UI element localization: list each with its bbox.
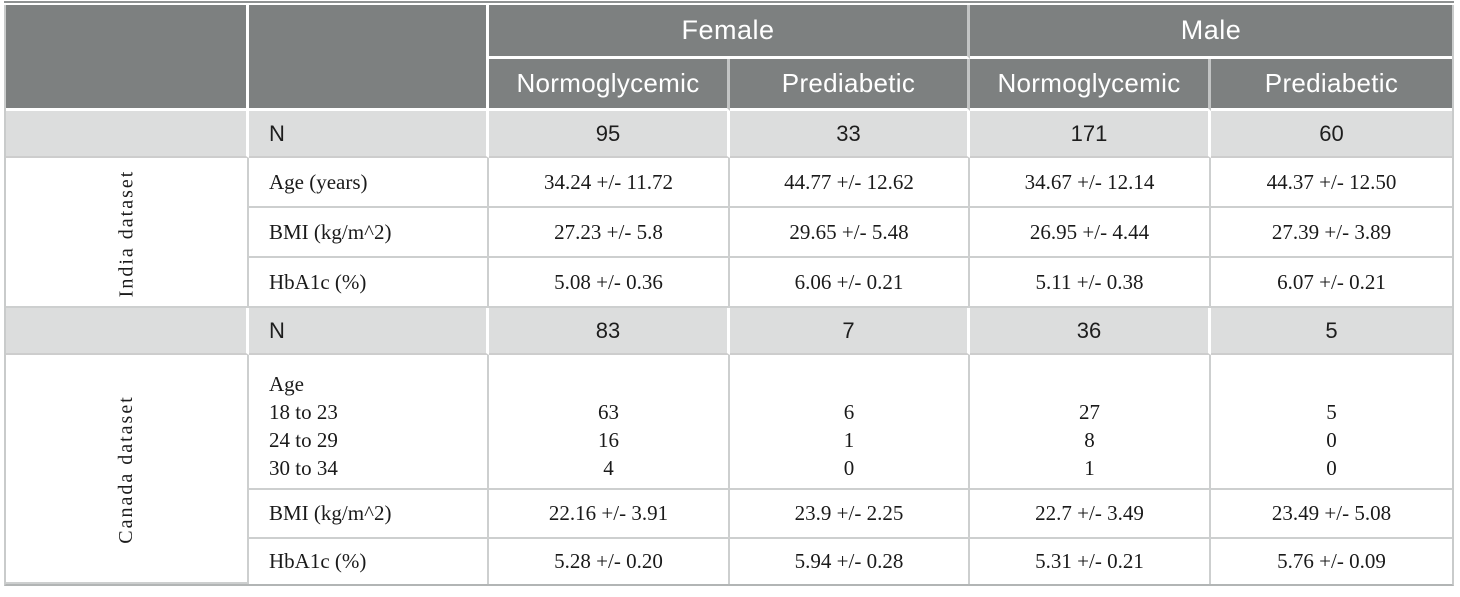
value-cell: 29.65 +/- 5.48 [730,208,970,258]
value-cell: 27 8 1 [970,355,1211,490]
age-bin-value [970,370,1209,398]
age-bin-value: 8 [1084,428,1095,452]
col-subheader-female-normoglycemic: Normoglycemic [489,59,730,111]
header-group-row: Female Male [6,5,1452,111]
col-subheader-female-prediabetic: Prediabetic [730,59,970,111]
value-cell: 5.08 +/- 0.36 [489,258,730,308]
row-label-age: Age (years) [249,158,489,208]
n-row-spacer [6,308,249,355]
value-cell: 6 1 0 [730,355,970,490]
canada-dataset-label-cell: Canada dataset [6,355,249,584]
age-bin-value [489,370,728,398]
value-cell: 5.76 +/- 0.09 [1211,539,1452,584]
n-value-male-normoglycemic: 171 [970,111,1211,158]
row-label-age-breakdown: Age 18 to 23 24 to 29 30 to 34 [249,355,489,490]
canada-n-row: N 83 7 36 5 [6,308,1452,355]
age-bin-value: 1 [1084,456,1095,480]
india-dataset-label: India dataset [115,169,137,297]
value-cell: 5 0 0 [1211,355,1452,490]
row-label-bmi: BMI (kg/m^2) [249,490,489,539]
col-group-header-male: Male [970,5,1452,59]
age-bin-label: 30 to 34 [269,456,338,480]
india-age-row: India dataset Age (years) 34.24 +/- 11.7… [6,158,1452,308]
age-bin-label: Age [269,372,304,396]
value-cell: 5.94 +/- 0.28 [730,539,970,584]
value-cell: 5.28 +/- 0.20 [489,539,730,584]
value-cell: 34.24 +/- 11.72 [489,158,730,208]
value-cell: 34.67 +/- 12.14 [970,158,1211,208]
india-bmi-row: BMI (kg/m^2) 27.23 +/- 5.8 29.65 +/- 5.4… [6,208,1452,258]
value-cell: 44.37 +/- 12.50 [1211,158,1452,208]
n-row-label: N [249,308,489,355]
header-sub-row: Normoglycemic Prediabetic Normoglycemic … [6,59,1452,111]
age-bin-value: 0 [1326,456,1337,480]
row-label-bmi: BMI (kg/m^2) [249,208,489,258]
age-bin-value: 6 [843,400,855,424]
canada-hba1c-row: HbA1c (%) 5.28 +/- 0.20 5.94 +/- 0.28 5.… [6,539,1452,584]
india-hba1c-row: HbA1c (%) 5.08 +/- 0.36 6.06 +/- 0.21 5.… [6,258,1452,308]
value-cell: 22.16 +/- 3.91 [489,490,730,539]
canada-bmi-row: BMI (kg/m^2) 22.16 +/- 3.91 23.9 +/- 2.2… [6,490,1452,539]
n-value-male-prediabetic: 5 [1211,308,1452,355]
header-corner-cell-variable [249,5,489,111]
value-cell: 22.7 +/- 3.49 [970,490,1211,539]
india-n-row: N 95 33 171 60 [6,111,1452,158]
age-bin-value: 16 [598,428,619,452]
age-bin-value [1211,370,1452,398]
row-label-hba1c: HbA1c (%) [249,539,489,584]
age-bin-value: 63 [598,400,619,424]
value-cell: 27.23 +/- 5.8 [489,208,730,258]
n-value-female-normoglycemic: 83 [489,308,730,355]
value-cell: 5.11 +/- 0.38 [970,258,1211,308]
value-cell: 6.07 +/- 0.21 [1211,258,1452,308]
age-bin-value: 0 [1326,428,1337,452]
n-value-male-normoglycemic: 36 [970,308,1211,355]
age-bin-label: 24 to 29 [269,428,338,452]
n-value-female-prediabetic: 7 [730,308,970,355]
value-cell: 63 16 4 [489,355,730,490]
age-bin-value: 0 [843,456,855,480]
col-subheader-male-prediabetic: Prediabetic [1211,59,1452,111]
age-bin-label: 18 to 23 [269,400,338,424]
n-row-label: N [249,111,489,158]
value-cell: 27.39 +/- 3.89 [1211,208,1452,258]
value-cell: 26.95 +/- 4.44 [970,208,1211,258]
age-bin-value: 5 [1326,400,1337,424]
subject-characteristics-table: Female Male Normoglycemic Prediabetic No… [4,5,1454,586]
n-value-female-normoglycemic: 95 [489,111,730,158]
col-group-header-female: Female [489,5,970,59]
age-bin-value: 27 [1079,400,1100,424]
canada-dataset-label: Canada dataset [115,395,137,544]
n-row-spacer [6,111,249,158]
value-cell: 6.06 +/- 0.21 [730,258,970,308]
row-label-hba1c: HbA1c (%) [249,258,489,308]
col-subheader-male-normoglycemic: Normoglycemic [970,59,1211,111]
india-dataset-label-cell: India dataset [6,158,249,308]
age-bin-value [730,370,968,398]
n-value-male-prediabetic: 60 [1211,111,1452,158]
age-bin-value: 4 [603,456,614,480]
table-top-rule [4,1,1454,3]
canada-age-row: Canada dataset Age 18 to 23 24 to 29 30 … [6,355,1452,584]
header-corner-cell-dataset [6,5,249,111]
value-cell: 5.31 +/- 0.21 [970,539,1211,584]
value-cell: 44.77 +/- 12.62 [730,158,970,208]
n-value-female-prediabetic: 33 [730,111,970,158]
value-cell: 23.9 +/- 2.25 [730,490,970,539]
age-bin-value: 1 [843,428,855,452]
value-cell: 23.49 +/- 5.08 [1211,490,1452,539]
